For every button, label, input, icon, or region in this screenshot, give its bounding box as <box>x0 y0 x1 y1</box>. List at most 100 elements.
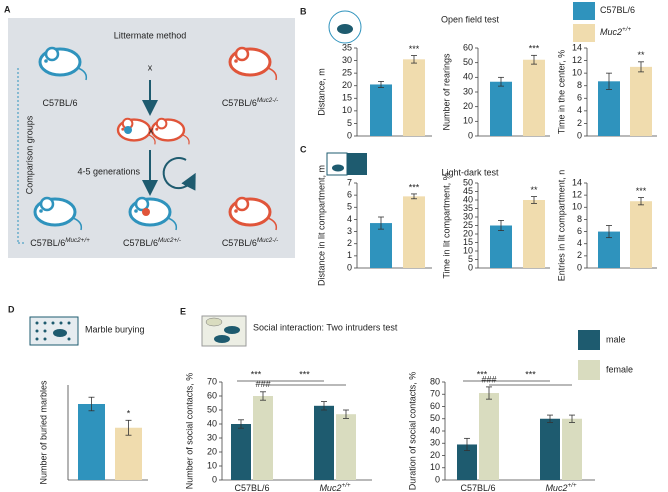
error-bar <box>531 196 537 204</box>
y-tick-label: 10 <box>572 202 582 212</box>
legend-label: Muc2+/+ <box>600 26 631 37</box>
y-tick-label: 40 <box>463 194 473 204</box>
open-field-icon <box>328 10 362 44</box>
y-tick-label: 60 <box>430 401 440 411</box>
y-tick-label: 0 <box>347 262 352 272</box>
y-tick-label: 0 <box>577 262 582 272</box>
bar <box>490 81 512 136</box>
bar <box>253 396 273 480</box>
panel-label: C <box>300 144 307 154</box>
x-tick-label-sup: +/+ <box>341 482 350 489</box>
error-bar <box>498 76 504 87</box>
y-tick-label: 14 <box>572 177 582 187</box>
y-tick-label: 6 <box>347 190 352 200</box>
x-tick-label-base: Muc2 <box>319 483 341 492</box>
bar <box>523 200 545 268</box>
dark-box-icon <box>347 153 367 175</box>
y-tick-label: 20 <box>207 446 217 456</box>
y-tick-label: 15 <box>342 93 352 103</box>
y-tick-label: 30 <box>207 432 217 442</box>
significance: ** <box>530 185 538 195</box>
error-bar <box>569 414 575 423</box>
generations: 4-5 generations <box>77 166 140 176</box>
light-box-icon <box>326 152 348 176</box>
legend-label-base: Muc2 <box>600 27 622 37</box>
offspring-label-sup: Muc2+/+ <box>65 237 90 244</box>
y-tick-label: 15 <box>463 237 473 247</box>
panel-title: Littermate method <box>114 30 187 40</box>
mouse-icon <box>214 335 230 343</box>
parent-label-base: C57BL/6 <box>222 98 257 108</box>
offspring-label-base: C57BL/6 <box>222 238 257 248</box>
bar <box>403 59 425 136</box>
error-bar <box>378 81 384 88</box>
x-tick-label-base: C57BL/6 <box>234 483 269 492</box>
y-tick-label: 10 <box>572 68 582 78</box>
mouse-ear <box>39 196 55 212</box>
y-tick-label: 40 <box>463 72 473 82</box>
offspring-label-base: C57BL/6 <box>30 238 65 248</box>
mouse-tail <box>77 67 88 81</box>
legend-label-base: C57BL/6 <box>600 5 635 15</box>
y-tick-label: 25 <box>342 68 352 78</box>
mouse-eye <box>234 209 238 213</box>
y-tick-label: 2 <box>577 118 582 128</box>
legend-label-sup: +/+ <box>622 26 631 33</box>
legend-swatch <box>573 2 595 20</box>
y-axis-label: Duration of social contacts, % <box>407 372 417 491</box>
y-tick-label: 10 <box>463 116 473 126</box>
panel-title: Open field test <box>441 14 500 24</box>
y-tick-label: 30 <box>430 438 440 448</box>
y-tick-label: 8 <box>577 214 582 224</box>
y-tick-label: 4 <box>577 238 582 248</box>
y-tick-label: 4 <box>577 105 582 115</box>
y-tick-label: 2 <box>347 238 352 248</box>
y-tick-label: 10 <box>342 105 352 115</box>
marbles <box>35 321 71 341</box>
y-axis-label: Distance, m <box>316 68 326 116</box>
mouse-icon <box>53 329 67 337</box>
bar <box>370 223 392 268</box>
panel-label: B <box>300 6 307 16</box>
legend-label: male <box>606 334 626 344</box>
gene-mark <box>124 126 132 134</box>
significance: *** <box>299 369 310 379</box>
legend-label: C57BL/6 <box>600 5 635 15</box>
x-tick-label-sup: +/+ <box>567 482 576 489</box>
mouse-tail <box>167 217 178 231</box>
mouse-tail <box>148 134 156 145</box>
significance: * <box>127 409 131 419</box>
y-tick-label: 0 <box>212 474 217 484</box>
mouse-ear <box>234 46 250 62</box>
y-tick-label: 14 <box>572 42 582 52</box>
parent-label-sup: Muc2-/- <box>257 97 278 104</box>
y-tick-label: 8 <box>577 80 582 90</box>
parent-label: C57BL/6 <box>42 98 77 108</box>
bar <box>598 231 620 268</box>
x-tick-label-base: Muc2 <box>545 483 567 492</box>
y-tick-label: 0 <box>435 474 440 484</box>
significance: *** <box>409 44 420 54</box>
panel-title: Light-dark test <box>441 167 499 177</box>
x-tick-label: C57BL/6 <box>460 483 495 492</box>
error-bar <box>606 72 612 90</box>
y-axis-label: Time in the center, % <box>556 50 566 134</box>
y-tick-label: 0 <box>347 130 352 140</box>
error-bar <box>238 419 244 429</box>
panel-label: A <box>4 4 11 14</box>
y-tick-label: 5 <box>347 118 352 128</box>
y-axis-label: Number of rearings <box>441 53 451 131</box>
error-bar <box>531 54 537 65</box>
y-tick-label: 10 <box>207 460 217 470</box>
parent-label: C57BL/6Muc2-/- <box>222 97 278 108</box>
y-tick-label: 50 <box>463 177 473 187</box>
y-tick-label: 40 <box>207 418 217 428</box>
y-tick-label: 40 <box>430 425 440 435</box>
error-bar <box>498 219 504 232</box>
significance: ### <box>255 379 270 389</box>
x-tick-label: C57BL/6 <box>234 483 269 492</box>
y-tick-label: 12 <box>572 55 582 65</box>
y-tick-label: 6 <box>577 93 582 103</box>
bar <box>403 196 425 268</box>
